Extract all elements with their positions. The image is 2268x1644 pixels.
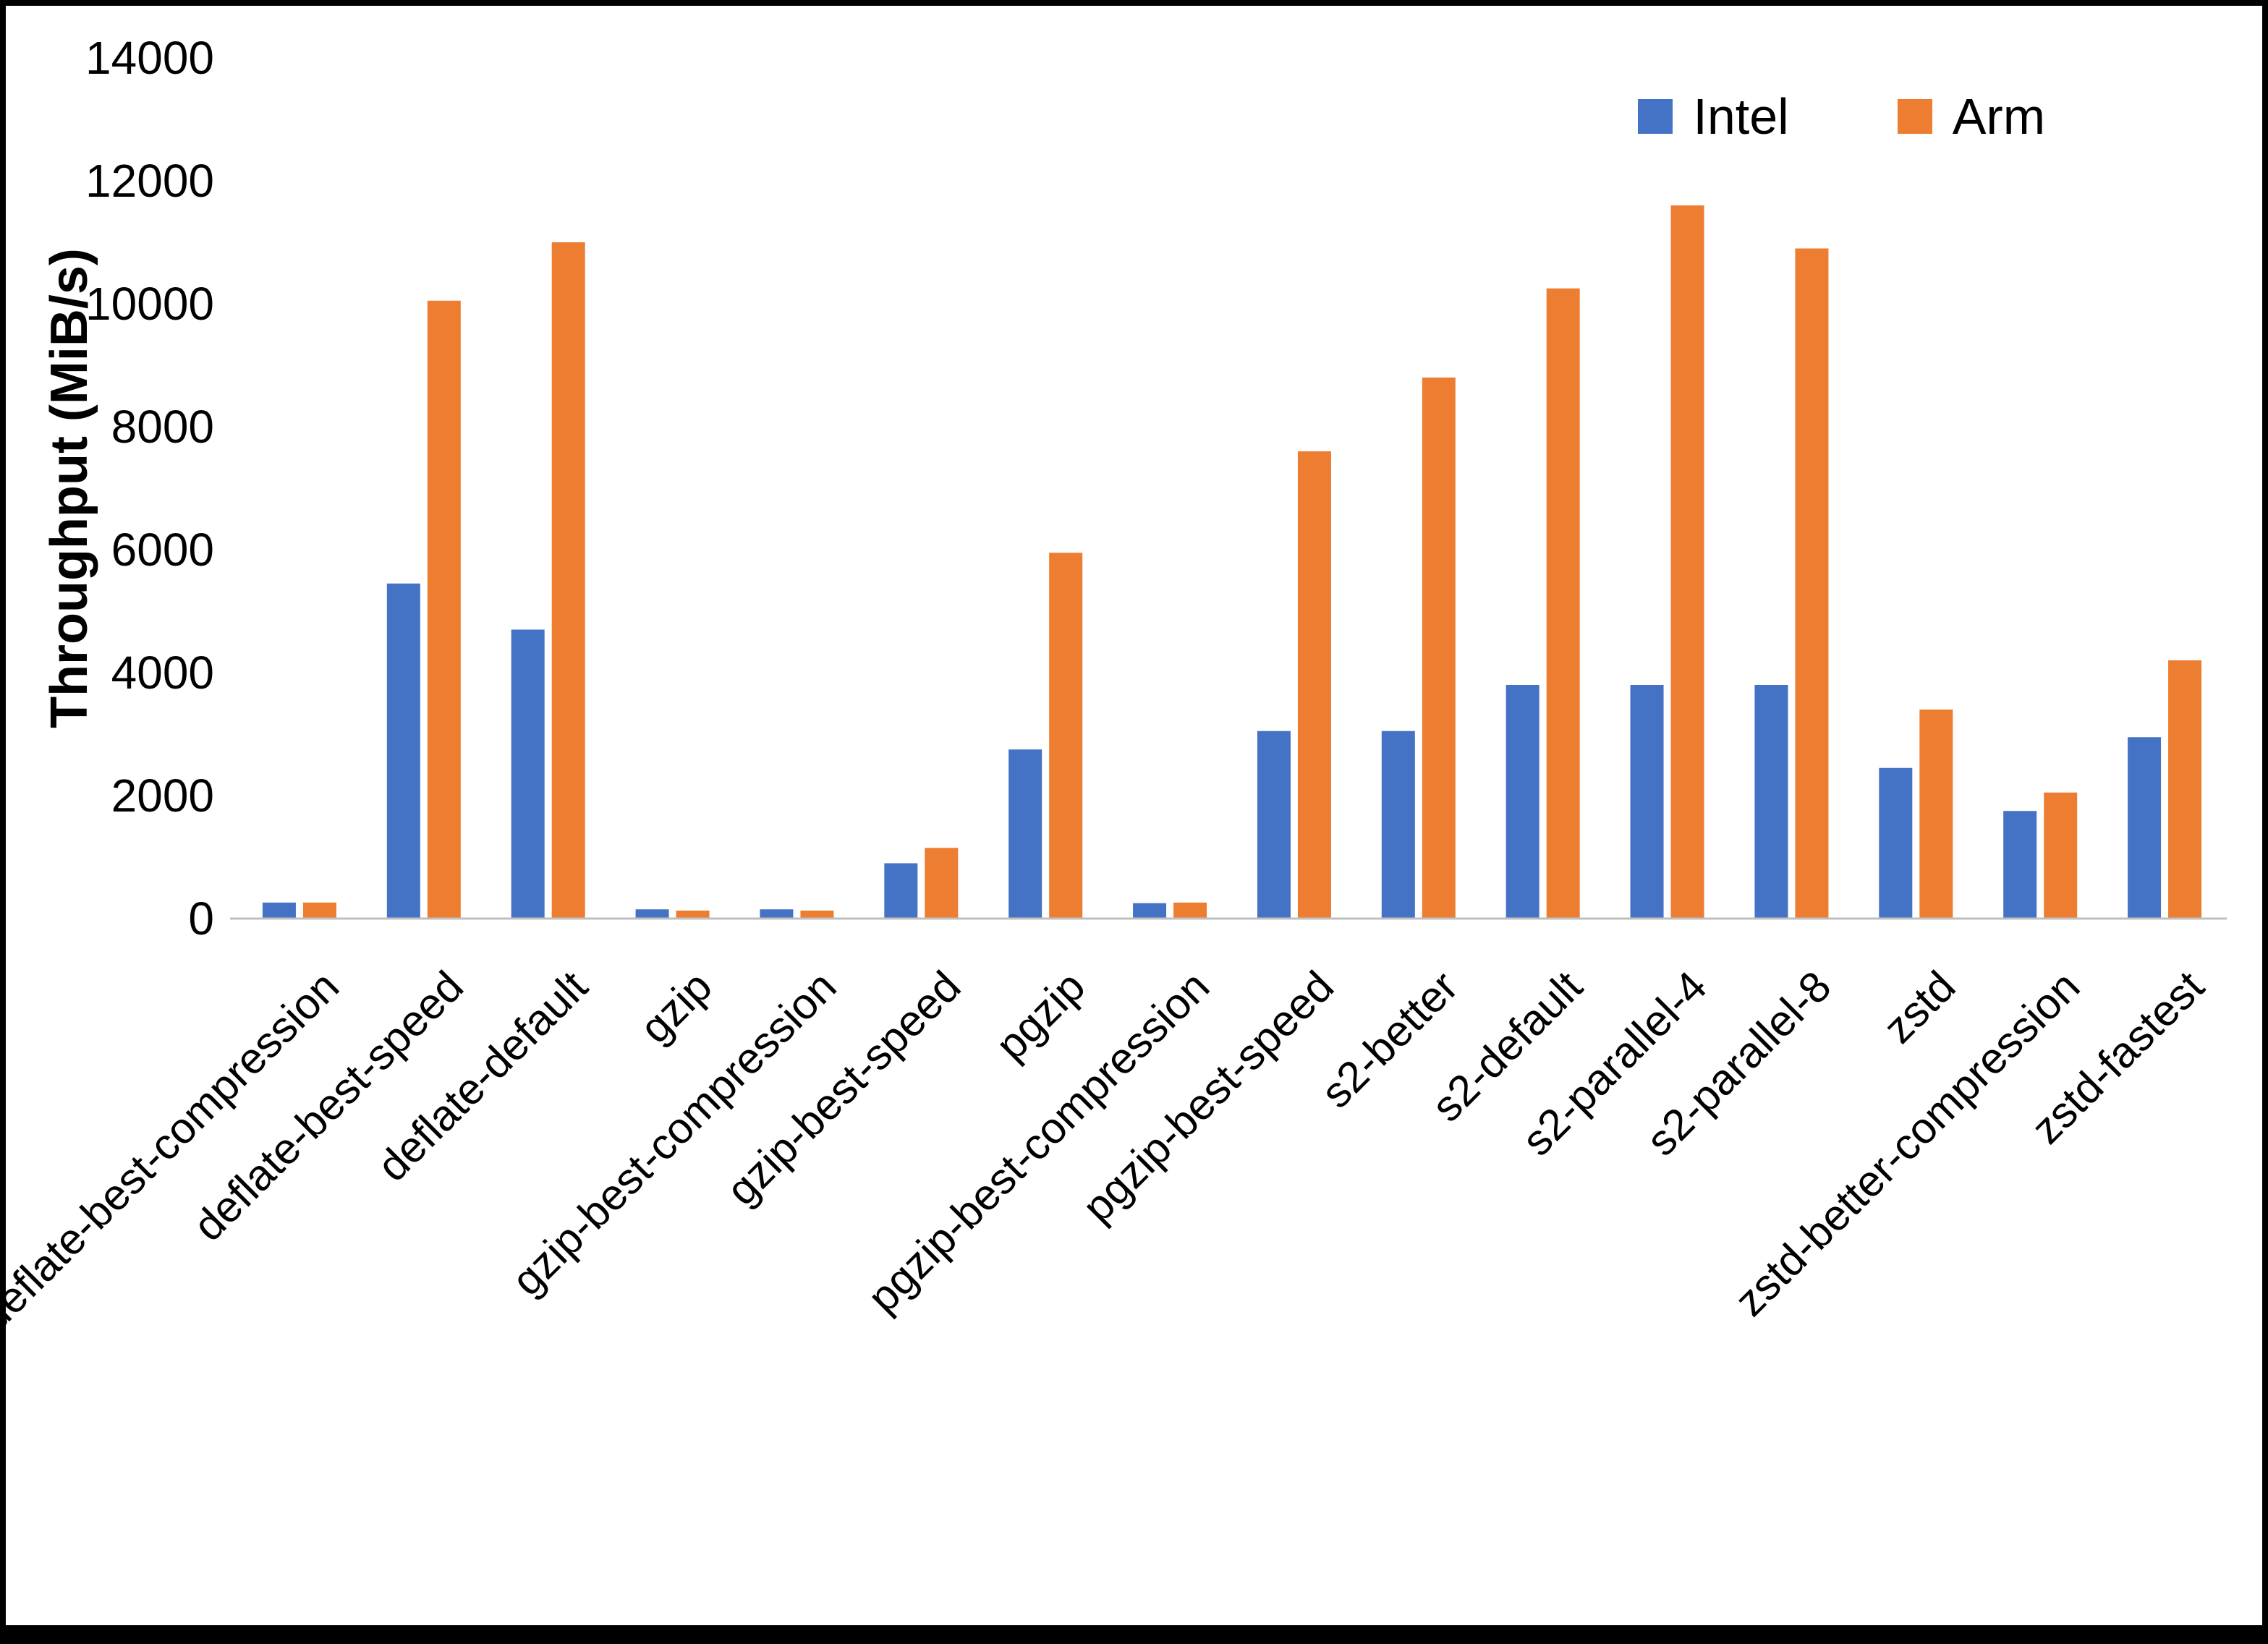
bar-arm-zstd-better-compression [2044, 792, 2078, 919]
bar-arm-deflate-default [551, 242, 585, 919]
bar-intel-deflate-default [511, 629, 545, 919]
bar-arm-pgzip-best-compression [1173, 902, 1207, 919]
bar-arm-gzip [676, 910, 710, 919]
bar-intel-deflate-best-compression [262, 902, 296, 919]
bar-arm-zstd [1919, 710, 1953, 919]
x-category-label: pgzip [987, 962, 1095, 1070]
bar-intel-s2-default [1505, 685, 1539, 919]
legend-item-intel: Intel [1638, 88, 1789, 145]
bar-arm-pgzip [1049, 553, 1083, 919]
bar-arm-s2-parallel-4 [1670, 205, 1704, 919]
y-tick-label: 4000 [111, 647, 214, 699]
y-tick-label: 8000 [111, 401, 214, 453]
bar-arm-deflate-best-compression [302, 902, 336, 919]
legend-item-arm: Arm [1897, 88, 2045, 145]
y-tick-label: 6000 [111, 524, 214, 576]
bar-intel-pgzip-best-compression [1133, 903, 1167, 919]
bar-intel-gzip-best-speed [884, 863, 918, 919]
y-tick-label: 14000 [85, 32, 214, 84]
bar-intel-zstd-better-compression [2003, 811, 2037, 919]
bar-intel-pgzip [1008, 749, 1042, 919]
bar-arm-zstd-fastest [2168, 660, 2202, 919]
intel-series-swatch-icon [1638, 99, 1673, 134]
chart-legend: Intel Arm [1638, 91, 2045, 142]
bar-arm-pgzip-best-speed [1297, 451, 1331, 919]
chart-svg: Throughput (MiB/s) 0 2000 4000 6000 8000 1000… [6, 32, 2227, 1341]
legend-label-intel: Intel [1693, 88, 1789, 145]
bar-arm-s2-parallel-8 [1795, 248, 1829, 919]
bar-arm-gzip-best-compression [800, 910, 834, 919]
legend-label-arm: Arm [1952, 88, 2045, 145]
chart-plot: 0 2000 4000 6000 8000 10000 12000 14000 deflate-… [6, 32, 2227, 1341]
y-tick-label: 0 [188, 893, 214, 945]
bar-intel-s2-better [1381, 731, 1415, 919]
y-tick-label: 10000 [85, 278, 214, 330]
y-tick-label: 2000 [111, 770, 214, 822]
bar-arm-s2-better [1422, 378, 1456, 919]
y-tick-label: 12000 [85, 155, 214, 207]
bar-intel-pgzip-best-speed [1257, 731, 1291, 919]
bar-intel-deflate-best-speed [386, 583, 420, 919]
x-category-label: gzip [631, 962, 721, 1052]
x-category-label: zstd [1874, 962, 1964, 1052]
bar-intel-s2-parallel-8 [1754, 685, 1788, 919]
arm-series-swatch-icon [1897, 99, 1932, 134]
bar-arm-s2-default [1546, 288, 1580, 919]
bar-intel-gzip-best-compression [760, 909, 794, 919]
y-axis-title: Throughput (MiB/s) [41, 248, 98, 728]
bar-intel-zstd-fastest [2128, 737, 2162, 919]
bar-arm-gzip-best-speed [925, 848, 959, 919]
x-category-label: deflate-default [368, 962, 598, 1191]
x-category-label: gzip-best-speed [717, 962, 969, 1214]
bar-arm-deflate-best-speed [427, 300, 461, 919]
bar-intel-s2-parallel-4 [1630, 685, 1664, 919]
bar-intel-gzip [635, 909, 669, 919]
bar-intel-zstd [1879, 767, 1913, 919]
